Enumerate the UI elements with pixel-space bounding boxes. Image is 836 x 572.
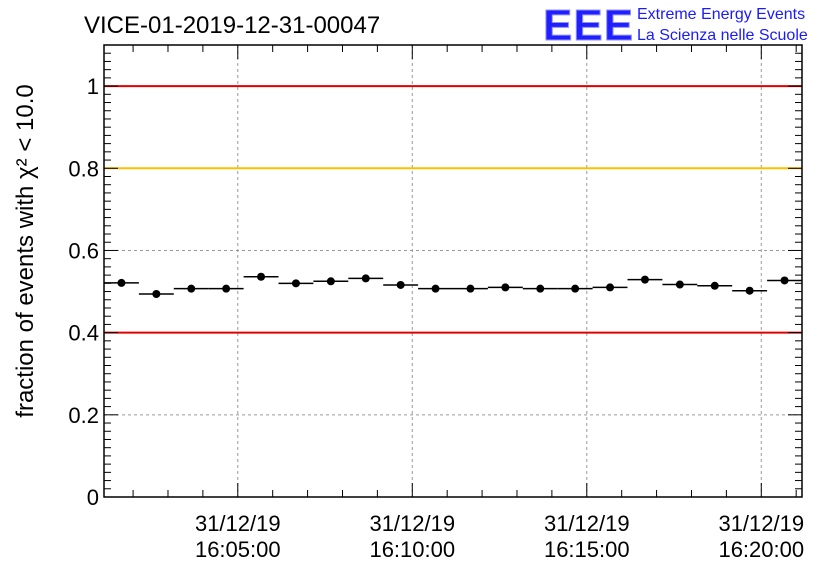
x-axis: 31/12/1916:05:0031/12/1916:10:0031/12/19… — [132, 45, 804, 562]
reference-lines — [104, 85, 802, 334]
y-axis-label: fraction of events with χ² < 10.0 — [12, 84, 39, 417]
y-axis: 0 0.2 0.4 0.6 0.8 1 — [68, 44, 802, 510]
data-point-13 — [557, 284, 593, 293]
x-tick-label-date-3: 31/12/19 — [718, 511, 804, 536]
logo-mark: EEE — [543, 1, 634, 50]
data-point-marker — [640, 275, 649, 284]
plot-frame — [103, 44, 803, 498]
y-tick-label-4: 0.8 — [68, 156, 99, 181]
data-point-7 — [348, 274, 384, 283]
data-point-2 — [173, 284, 209, 293]
data-point-9 — [418, 284, 453, 293]
y-tick-label-0: 0 — [87, 485, 99, 510]
data-point-6 — [313, 277, 349, 286]
data-point-15 — [627, 275, 663, 284]
data-point-marker — [291, 279, 300, 288]
data-point-marker — [431, 284, 440, 293]
x-tick-label-date-0: 31/12/19 — [195, 511, 281, 536]
data-point-marker — [501, 283, 510, 292]
data-point-1 — [138, 290, 174, 299]
data-point-marker — [745, 286, 754, 295]
data-point-marker — [187, 284, 196, 293]
data-point-12 — [522, 284, 558, 293]
data-point-16 — [662, 280, 698, 289]
y-tick-label-5: 1 — [87, 74, 99, 99]
data-point-marker — [536, 284, 545, 293]
logo-line1: Extreme Energy Events — [637, 6, 805, 23]
data-point-5 — [278, 279, 314, 288]
chart-title: VICE-01-2019-12-31-00047 — [84, 12, 380, 39]
data-point-marker — [606, 283, 615, 292]
x-tick-label-time-3: 16:20:00 — [718, 537, 804, 562]
data-point-marker — [257, 272, 266, 281]
data-point-19 — [767, 276, 802, 285]
data-point-3 — [208, 284, 244, 293]
data-point-marker — [117, 278, 126, 287]
data-point-4 — [243, 272, 279, 281]
data-point-11 — [487, 283, 523, 292]
data-point-marker — [675, 280, 684, 289]
x-tick-label-time-0: 16:05:00 — [195, 537, 281, 562]
data-point-marker — [152, 290, 161, 299]
data-point-marker — [780, 276, 789, 285]
logo: EEE Extreme Energy Events La Scienza nel… — [543, 1, 808, 51]
data-point-marker — [361, 274, 370, 283]
x-tick-label-date-1: 31/12/19 — [369, 511, 455, 536]
y-tick-label-2: 0.4 — [68, 321, 99, 346]
data-point-10 — [453, 284, 488, 293]
x-tick-label-time-1: 16:10:00 — [369, 537, 455, 562]
data-point-marker — [326, 277, 335, 286]
data-point-marker — [396, 280, 405, 289]
logo-line2: La Scienza nelle Scuole — [637, 27, 808, 44]
x-tick-label-time-2: 16:15:00 — [544, 537, 630, 562]
y-tick-label-3: 0.6 — [68, 238, 99, 263]
data-points — [104, 272, 802, 299]
data-point-marker — [571, 284, 580, 293]
data-point-18 — [732, 286, 768, 295]
data-point-marker — [710, 281, 719, 290]
y-tick-label-1: 0.2 — [68, 403, 99, 428]
x-tick-label-date-2: 31/12/19 — [544, 511, 630, 536]
grid — [104, 45, 802, 497]
data-point-marker — [466, 284, 475, 293]
data-point-8 — [383, 280, 419, 289]
data-point-17 — [697, 281, 733, 290]
data-point-14 — [592, 283, 628, 292]
data-point-marker — [222, 284, 231, 293]
